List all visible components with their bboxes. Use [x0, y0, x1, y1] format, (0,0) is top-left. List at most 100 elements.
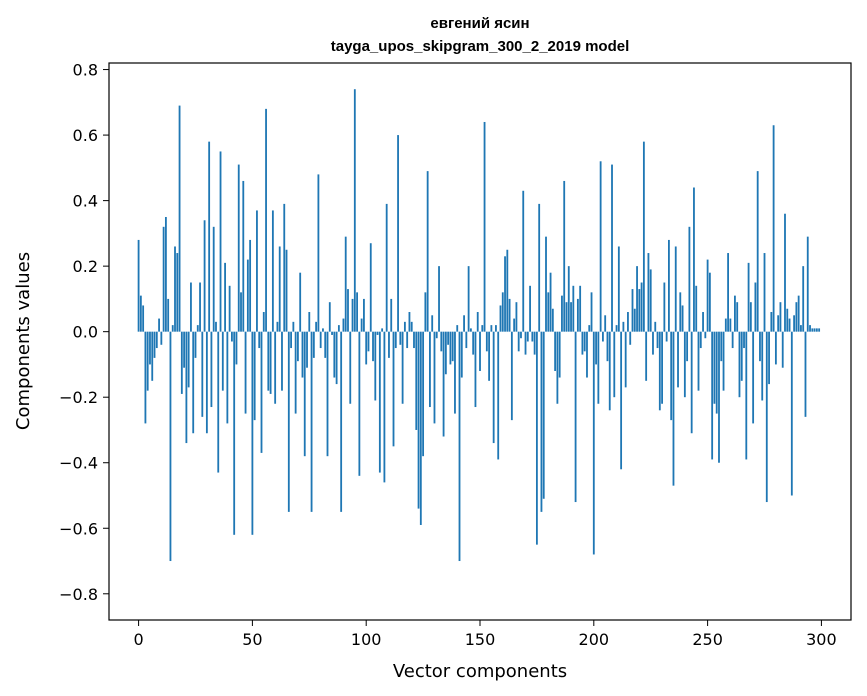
bar-129 — [431, 315, 434, 332]
bar-115 — [399, 331, 402, 345]
bar-42 — [233, 331, 236, 535]
bar-103 — [372, 331, 374, 362]
bar-178 — [542, 331, 545, 499]
bar-144 — [465, 331, 468, 349]
bar-131 — [435, 331, 438, 339]
bar-198 — [588, 325, 591, 332]
bar-172 — [529, 285, 531, 332]
chart-subtitle: tayga_upos_skipgram_300_2_2019 model — [331, 38, 630, 55]
bar-254 — [715, 331, 718, 414]
bar-113 — [394, 331, 397, 349]
bar-196 — [583, 331, 586, 352]
bar-147 — [472, 331, 475, 355]
y-tick-label: 0.8 — [73, 61, 98, 80]
bar-94 — [351, 298, 354, 332]
bar-208 — [611, 164, 613, 332]
bar-148 — [474, 331, 477, 408]
bar-248 — [702, 312, 704, 332]
bar-145 — [467, 266, 470, 332]
bar-118 — [406, 331, 409, 349]
bar-186 — [561, 295, 563, 332]
bar-87 — [335, 331, 338, 385]
bar-112 — [392, 331, 395, 447]
bar-177 — [540, 331, 543, 512]
bar-14 — [169, 331, 172, 562]
bar-98 — [360, 318, 363, 332]
bar-156 — [492, 331, 495, 444]
bar-77 — [312, 331, 315, 358]
bar-207 — [608, 331, 611, 411]
bar-151 — [481, 325, 484, 332]
bar-70 — [297, 331, 299, 362]
bar-284 — [784, 213, 786, 332]
bar-170 — [524, 331, 527, 355]
bar-16 — [174, 246, 176, 332]
bar-128 — [429, 331, 431, 408]
bar-35 — [217, 331, 220, 473]
bar-38 — [224, 262, 226, 332]
bar-140 — [456, 325, 459, 332]
bar-67 — [290, 331, 292, 349]
bar-9 — [158, 318, 160, 332]
bar-195 — [581, 331, 584, 355]
bar-215 — [627, 312, 629, 332]
x-tick-label: 200 — [579, 630, 610, 649]
bar-137 — [449, 331, 452, 365]
bar-99 — [363, 298, 365, 332]
bar-210 — [615, 325, 618, 332]
bar-236 — [674, 246, 677, 332]
bar-279 — [772, 125, 775, 332]
bar-66 — [287, 331, 290, 512]
bar-124 — [419, 331, 422, 525]
bar-92 — [347, 289, 349, 332]
bar-45 — [240, 292, 242, 332]
bar-133 — [440, 331, 443, 352]
bar-253 — [713, 331, 716, 404]
bar-229 — [658, 331, 661, 411]
bar-153 — [485, 331, 488, 352]
bar-135 — [444, 331, 447, 375]
bar-101 — [367, 331, 370, 352]
bar-218 — [633, 308, 636, 332]
bar-295 — [809, 325, 811, 332]
y-tick-label: −0.2 — [59, 388, 98, 407]
bar-40 — [228, 285, 231, 332]
bar-199 — [590, 292, 593, 332]
bar-246 — [697, 331, 700, 391]
bar-41 — [231, 331, 233, 342]
bar-213 — [622, 321, 625, 332]
bar-152 — [483, 121, 486, 332]
bar-223 — [645, 331, 648, 381]
x-tick-label: 50 — [242, 630, 262, 649]
bar-36 — [219, 151, 222, 332]
bar-121 — [413, 331, 415, 349]
bar-168 — [520, 331, 522, 339]
bar-179 — [545, 236, 547, 332]
bar-39 — [226, 331, 229, 424]
bar-89 — [340, 331, 343, 512]
bar-275 — [763, 253, 766, 332]
bar-23 — [190, 282, 192, 332]
bar-276 — [765, 331, 768, 503]
bar-200 — [592, 331, 595, 555]
bar-82 — [324, 331, 327, 358]
bar-174 — [533, 331, 536, 355]
x-axis-ticks: 0 50 100 150 200 250 300 — [133, 620, 837, 649]
y-tick-label: −0.8 — [59, 585, 98, 604]
bar-243 — [690, 331, 693, 434]
bar-76 — [310, 331, 313, 512]
bar-219 — [636, 266, 638, 332]
bar-56 — [265, 108, 267, 332]
bar-234 — [670, 331, 673, 421]
bar-143 — [463, 315, 465, 332]
bar-171 — [526, 331, 529, 342]
bar-212 — [620, 331, 623, 470]
bar-238 — [679, 292, 682, 332]
bar-59 — [271, 210, 274, 332]
bar-180 — [547, 292, 550, 332]
bar-237 — [677, 331, 679, 388]
bar-43 — [235, 331, 238, 365]
bar-201 — [595, 331, 597, 365]
bar-69 — [294, 331, 297, 414]
